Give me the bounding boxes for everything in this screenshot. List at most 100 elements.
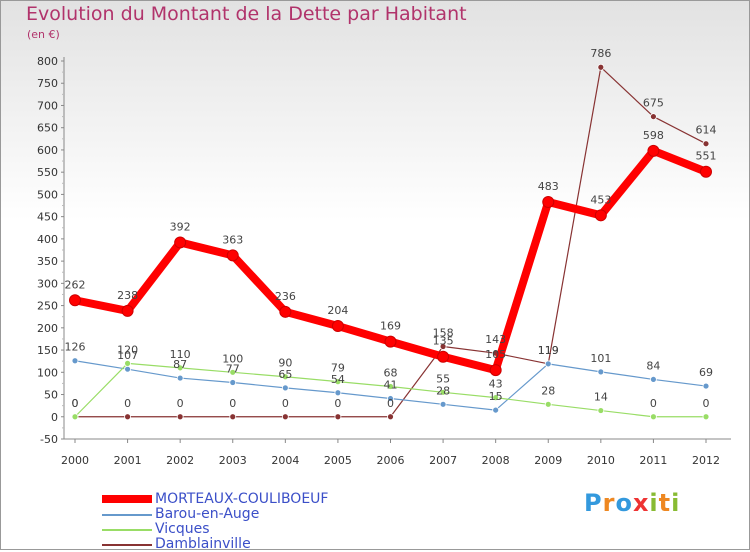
x-tick-label: 2009 (534, 454, 562, 467)
data-point (387, 395, 394, 402)
y-tick-label: 150 (37, 344, 58, 357)
data-point (176, 413, 184, 421)
data-point (597, 368, 605, 376)
y-tick-label: 200 (37, 322, 58, 335)
data-label: 107 (117, 349, 138, 362)
data-label: 68 (384, 367, 398, 380)
data-point (334, 413, 342, 421)
x-tick-label: 2012 (692, 454, 720, 467)
legend-swatch (102, 529, 152, 531)
legend-swatch (102, 495, 152, 503)
data-label: 79 (331, 362, 345, 375)
data-point (544, 400, 552, 408)
data-label: 143 (485, 333, 506, 346)
data-point (124, 413, 131, 421)
data-label: 0 (282, 397, 289, 410)
data-point (437, 350, 450, 363)
data-point (334, 389, 342, 397)
data-point (121, 304, 134, 317)
x-tick-label: 2006 (377, 454, 405, 467)
data-label: 598 (643, 129, 664, 142)
data-point (542, 195, 555, 208)
legend-label: Damblainville (155, 536, 251, 552)
x-tick-label: 2003 (219, 454, 247, 467)
data-point (492, 406, 500, 414)
data-label: 65 (278, 368, 292, 381)
data-point (650, 376, 657, 383)
logo-letter: P (584, 489, 603, 517)
chart-title: Evolution du Montant de la Dette par Hab… (26, 3, 467, 25)
data-point (492, 394, 500, 402)
logo-letter: x (632, 489, 650, 517)
data-label: 0 (177, 397, 184, 410)
data-label: 483 (538, 180, 559, 193)
data-label: 101 (590, 352, 611, 365)
y-tick-label: 100 (37, 366, 58, 379)
data-label: 0 (650, 397, 657, 410)
data-label: 0 (334, 397, 341, 410)
data-point (229, 368, 237, 376)
data-point (387, 383, 394, 390)
data-label: 100 (222, 352, 243, 365)
y-tick-label: 250 (37, 300, 58, 313)
data-label: 0 (72, 397, 79, 410)
data-point (544, 360, 552, 368)
data-label: 0 (229, 397, 236, 410)
data-point (281, 413, 289, 421)
data-label: 614 (696, 124, 717, 137)
y-tick-label: 350 (37, 255, 58, 268)
data-label: 15 (489, 390, 503, 403)
data-point (176, 364, 184, 372)
data-point (331, 320, 344, 333)
legend-swatch (102, 544, 152, 546)
series-line-damblainville (75, 66, 707, 418)
data-point (702, 382, 710, 390)
data-point (594, 209, 607, 222)
data-label: 28 (436, 384, 450, 397)
data-point (71, 413, 79, 421)
data-label: 54 (331, 373, 345, 386)
data-point (702, 140, 710, 148)
data-point (702, 413, 710, 421)
data-point (700, 165, 712, 178)
y-tick-label: 700 (37, 99, 58, 112)
data-label: 135 (433, 335, 454, 348)
x-tick-label: 2000 (61, 454, 89, 467)
data-label: 158 (433, 327, 454, 340)
chart-unit-label: (en €) (27, 28, 60, 41)
logo-letter: r (602, 489, 616, 517)
data-point (229, 379, 237, 386)
data-label: 105 (485, 348, 506, 361)
x-tick-label: 2004 (271, 454, 299, 467)
legend-label: MORTEAUX-COULIBOEUF (155, 491, 329, 507)
data-label: 236 (275, 290, 296, 303)
data-point (176, 374, 184, 382)
x-tick-label: 2008 (482, 454, 510, 467)
x-tick-label: 2010 (587, 454, 615, 467)
data-point (647, 144, 660, 157)
y-tick-label: 750 (37, 77, 58, 90)
legend-label: Vicques (155, 521, 210, 537)
data-label: 0 (72, 397, 79, 410)
logo-letter: i (649, 489, 659, 517)
data-label: 0 (387, 397, 394, 410)
y-tick-label: 50 (44, 389, 58, 402)
data-point (71, 357, 79, 365)
data-point (489, 364, 502, 377)
y-tick-label: 800 (37, 55, 58, 68)
data-label: 41 (384, 379, 398, 392)
data-label: 87 (173, 358, 187, 371)
data-point (124, 359, 131, 367)
x-tick-label: 2001 (114, 454, 142, 467)
data-label: 204 (327, 304, 348, 317)
y-tick-label: 0 (51, 411, 58, 424)
x-tick-label: 2002 (166, 454, 194, 467)
data-point (597, 63, 605, 71)
data-label: 0 (703, 397, 710, 410)
legend-swatch (102, 514, 152, 516)
y-tick-label: 650 (37, 122, 58, 135)
data-point (334, 378, 342, 386)
x-tick-label: 2011 (639, 454, 667, 467)
data-label: 238 (117, 289, 138, 302)
